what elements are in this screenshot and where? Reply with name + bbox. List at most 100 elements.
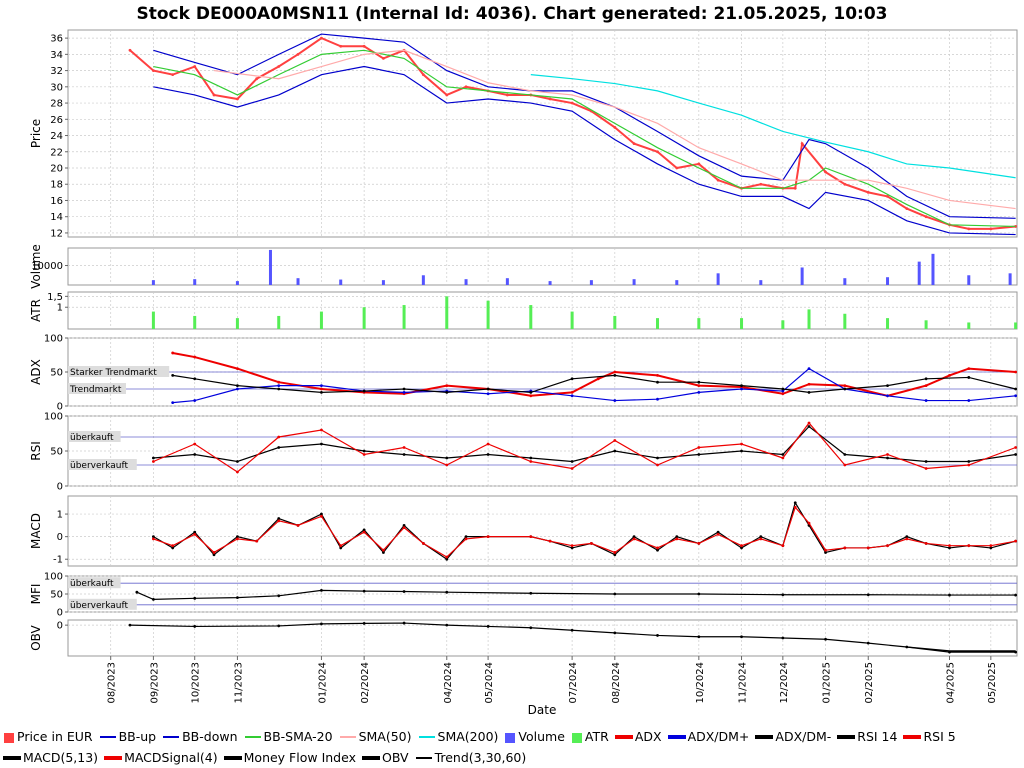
x-axis-label: Date [528,703,557,717]
obv-point [277,624,281,628]
x-tick-label: 10/2023 [191,662,202,704]
rsi-y-tick-label: 0 [57,482,63,493]
adx-dm-point [171,401,175,404]
obv-plot-area [67,619,1018,657]
macdsignal-4-point [1014,539,1018,543]
adx-point [596,377,600,381]
adx-dm-line [172,374,1016,394]
volume-bar [843,278,847,285]
rsi-5-point [570,467,574,470]
legend-item: BB-up [99,726,156,747]
atr-bar [319,311,323,329]
rsi-5-point [402,446,406,449]
macdsignal-4-point [382,548,385,552]
legend-label: ADX [634,729,662,744]
sma-200-line [530,74,1016,179]
adx-dm-point [277,384,281,387]
obv-point [824,637,827,641]
legend-item: SMA(200) [418,726,498,747]
adx-dm-point [613,374,617,377]
price-y-tick-label: 34 [50,50,63,61]
volume-bar [917,261,921,285]
rsi-y-axis-label: RSI [29,441,43,461]
adx-point [236,367,239,370]
price-in-eur-point [151,69,155,72]
rsi-14-point [740,449,743,453]
macdsignal-4-point [948,544,951,548]
macdsignal-4-point [236,537,239,541]
rsi-5-point [924,467,928,470]
obv-line [129,622,1016,653]
macd-5-13-point [716,530,720,534]
adx-line [172,351,1016,397]
price-in-eur-point [505,93,509,97]
macdsignal-4-point [866,546,870,550]
rsi-14-point [320,442,323,446]
macd-5-13-point [675,535,679,539]
adx-dm-point [924,399,928,402]
adx-band-label-bg [68,383,126,394]
adx-dm-point [697,380,701,384]
rsi-y-tick-label: 100 [44,412,63,423]
legend-swatch-icon [4,732,14,743]
legend-item: RSI 5 [904,726,956,747]
rsi-14-point [529,456,533,460]
macd-5-13-point [320,512,323,516]
mfi-band-label: überverkauft [70,601,129,611]
legend-swatch-icon [615,735,632,738]
price-in-eur-point [967,227,971,231]
adx-point [697,384,701,387]
macd-y-tick-label: 1 [57,510,63,521]
legend-swatch-icon [904,735,921,738]
legend-swatch-icon [4,756,20,759]
atr-bar [193,315,197,329]
price-y-axis-label: Price [29,119,43,148]
x-tick-label: 11/2024 [738,662,749,704]
price-y-tick-label: 26 [50,115,63,126]
rsi-5-line [153,422,1016,473]
price-in-eur-point [255,77,259,81]
macdsignal-4-point [967,544,971,548]
legend-swatch-icon [362,756,379,759]
macd-5-13-point [382,551,385,554]
legend-swatch-icon [244,735,261,738]
volume-bar [505,278,509,285]
mfi-y-tick-label: 0 [57,608,63,619]
macdsignal-4-point [320,514,323,518]
money-flow-index-point [236,596,239,599]
macdsignal-4-point [193,532,197,536]
price-in-eur-point [362,44,366,48]
atr-bar [402,305,406,329]
legend-item: Price in EUR [4,726,93,747]
macd-5-13-point [193,530,197,534]
rsi-5-point [781,456,785,460]
atr-bar [967,322,971,329]
macdsignal-4-point [613,551,617,554]
atr-y-tick-label: 1 [57,303,63,314]
adx-point [967,367,971,370]
legend-label: Money Flow Index [243,750,356,765]
price-y-tick-label: 16 [50,196,63,207]
adx-dm-point [529,391,533,394]
rsi-14-point [362,449,366,453]
rsi-5-point [807,421,811,425]
adx-dm-point [886,384,889,387]
price-in-eur-point [800,142,804,146]
price-in-eur-point [697,162,701,166]
rsi-14-point [277,446,281,449]
price-in-eur-point [421,73,425,77]
rsi-14-point [151,456,155,460]
price-in-eur-line [129,36,1016,230]
sma-50-line [213,49,1016,210]
price-y-tick-label: 18 [50,180,63,191]
atr-bar [740,318,744,329]
x-tick-label: 12/2024 [779,662,790,704]
volume-bar [151,280,155,285]
price-y-tick-label: 24 [50,131,63,142]
macdsignal-4-point [212,551,216,554]
legend-label: SMA(50) [358,729,412,744]
adx-dm-point [656,397,659,401]
price-in-eur-point [989,227,993,231]
price-in-eur-point [570,101,574,105]
price-in-eur-point [716,178,720,182]
